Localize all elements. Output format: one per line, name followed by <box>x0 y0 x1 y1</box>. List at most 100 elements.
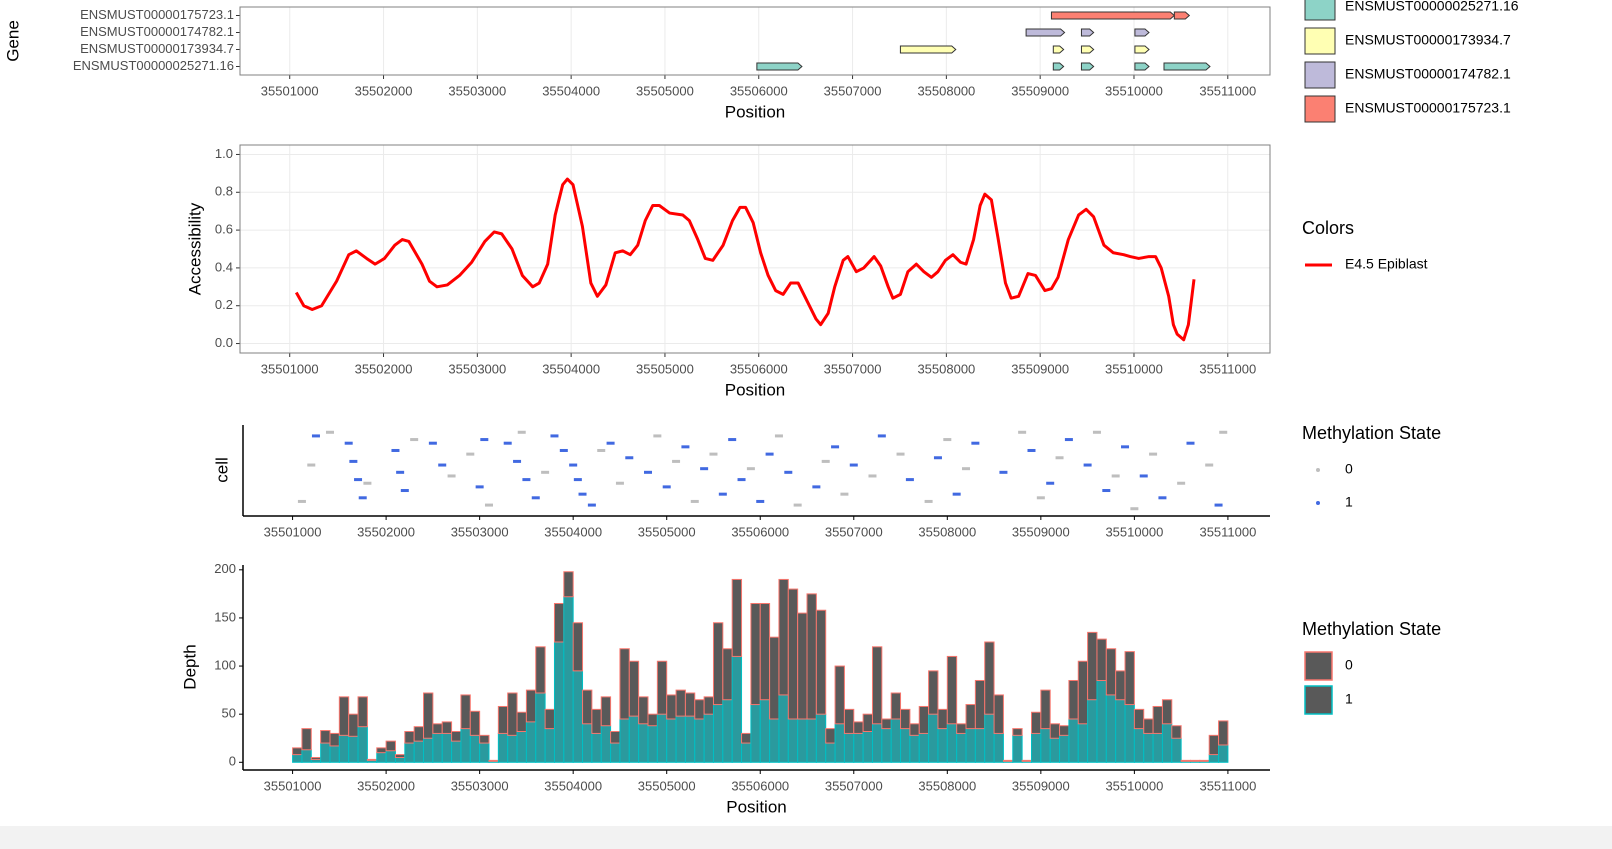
bar-segment <box>675 715 686 763</box>
bar-segment <box>301 728 312 751</box>
legend-label: 1 <box>1345 691 1353 707</box>
bar-segment <box>1059 734 1070 763</box>
x-tick-label: 35511000 <box>1199 524 1256 539</box>
methylation-call <box>784 470 793 474</box>
bar-segment <box>1115 670 1126 701</box>
bar-segment <box>544 708 555 730</box>
bar-segment <box>348 735 359 763</box>
bar-segment <box>853 721 864 734</box>
methylation-call <box>559 448 568 452</box>
methylation-call <box>349 459 358 463</box>
x-tick-label: 35506000 <box>730 361 788 376</box>
bar-segment <box>1133 728 1145 763</box>
bar-segment <box>825 742 836 763</box>
methylation-call <box>700 467 709 471</box>
bar-segment <box>1105 648 1117 696</box>
methylation-call <box>297 499 306 503</box>
bar-segment <box>413 740 425 763</box>
bar-segment <box>1208 754 1220 763</box>
methylation-call <box>1177 481 1186 485</box>
bar-segment <box>1030 711 1042 734</box>
legend-title: Methylation State <box>1302 423 1441 443</box>
x-tick-label: 35505000 <box>638 524 696 539</box>
bar-segment <box>394 754 406 758</box>
bar-segment <box>338 734 350 763</box>
gene-segment <box>899 45 957 54</box>
bar-segment <box>843 708 855 734</box>
bar-segment <box>638 723 649 763</box>
bar-segment <box>815 609 827 715</box>
bar-segment <box>1124 651 1135 706</box>
bar-segment <box>376 752 387 763</box>
x-axis-title: Position <box>725 102 785 121</box>
bar-segment <box>993 694 1004 734</box>
y-axis-title: Gene <box>3 20 22 62</box>
gene-segment <box>1134 28 1150 37</box>
bar-segment <box>553 602 565 643</box>
bar-segment <box>946 723 958 763</box>
x-tick-label: 35509000 <box>1012 778 1070 793</box>
bar-segment <box>787 718 799 763</box>
methylation-call <box>531 496 540 500</box>
bar-segment <box>1133 708 1145 730</box>
bar-segment <box>1049 723 1061 739</box>
x-tick-label: 35510000 <box>1105 778 1163 793</box>
bar-segment <box>1152 705 1163 734</box>
legend-title: Colors <box>1302 218 1354 238</box>
bar-segment <box>572 670 584 763</box>
x-tick-label: 35507000 <box>824 361 882 376</box>
methylation-call <box>573 478 582 482</box>
bar-segment <box>638 696 649 725</box>
methylation-call <box>606 441 615 445</box>
bar-segment <box>320 742 331 763</box>
bar-segment <box>703 696 714 715</box>
bar-segment <box>1040 728 1051 763</box>
x-tick-label: 35502000 <box>357 778 415 793</box>
methylation-call <box>1055 456 1064 460</box>
legend-key <box>1304 0 1336 21</box>
bar-segment <box>451 731 462 742</box>
x-tick-label: 35504000 <box>544 524 602 539</box>
bar-segment <box>497 732 509 763</box>
bar-segment <box>497 705 509 734</box>
bar-segment <box>993 732 1004 763</box>
bar-segment <box>535 646 546 694</box>
bar-segment <box>1189 759 1201 762</box>
y-tick-label: 100 <box>214 657 236 672</box>
legend-label: 1 <box>1345 494 1353 510</box>
legend-title: Methylation State <box>1302 619 1441 639</box>
methylation-call <box>480 438 489 442</box>
bar-segment <box>525 721 537 763</box>
y-tick-label: 0.8 <box>215 184 233 199</box>
bar-segment <box>703 713 714 763</box>
bar-segment <box>516 731 527 763</box>
bar-segment <box>956 723 967 734</box>
x-tick-label: 35510000 <box>1105 361 1163 376</box>
bar-segment <box>1077 660 1089 725</box>
methylation-call <box>307 463 316 467</box>
bar-segment <box>684 692 696 717</box>
y-tick-label: 200 <box>214 561 236 576</box>
bar-segment <box>871 723 883 763</box>
methylation-call <box>578 492 587 496</box>
bar-segment <box>507 734 518 763</box>
gene-segment <box>1134 62 1150 71</box>
legend-key <box>1304 27 1336 55</box>
x-tick-label: 35508000 <box>918 524 976 539</box>
bar-segment <box>881 728 892 763</box>
bar-segment <box>862 713 873 733</box>
bar-segment <box>694 718 705 763</box>
bar-segment <box>469 710 481 736</box>
bar-segment <box>806 718 817 763</box>
bar-segment <box>1012 728 1023 736</box>
bar-segment <box>712 622 724 706</box>
bar-segment <box>918 732 930 763</box>
x-tick-label: 35501000 <box>264 524 322 539</box>
y-axis-title: Accessibility <box>185 202 204 295</box>
x-tick-label: 35509000 <box>1011 361 1069 376</box>
methylation-call <box>615 481 624 485</box>
gene-segment <box>1134 45 1150 54</box>
methylation-call <box>513 459 522 463</box>
bar-segment <box>385 750 396 763</box>
methylation-call <box>391 448 400 452</box>
